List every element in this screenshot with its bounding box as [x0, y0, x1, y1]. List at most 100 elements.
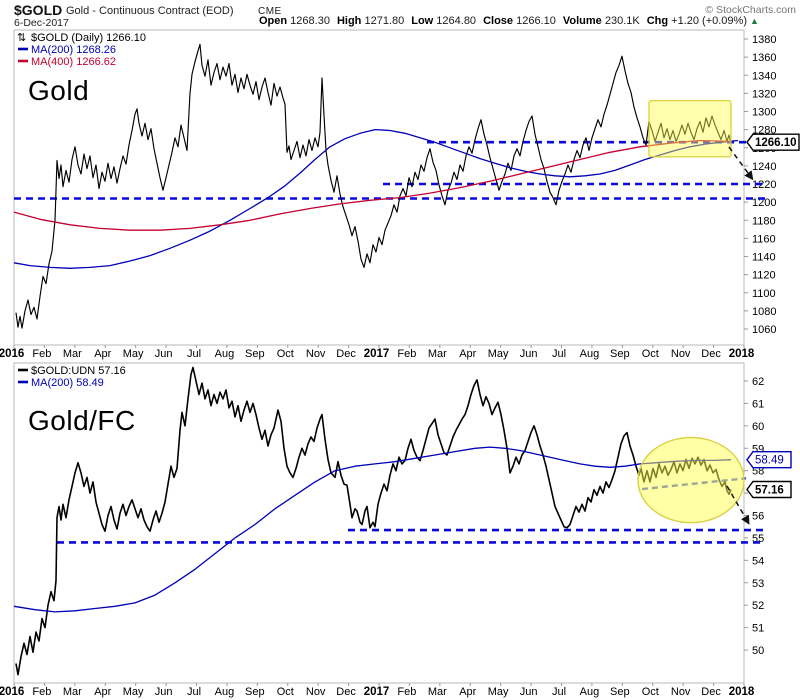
y-tick-label: 1160 — [752, 233, 776, 245]
projection-arrowhead-icon — [741, 514, 750, 525]
month-label: 2017 — [364, 686, 390, 698]
y-tick-label: 52 — [752, 600, 764, 612]
panel-title: Gold — [28, 75, 89, 106]
month-label: Jul — [552, 348, 566, 360]
y-tick-label: 54 — [752, 555, 764, 567]
month-label: Jun — [520, 686, 538, 698]
month-label: Nov — [671, 686, 691, 698]
quote-value: 1264.80 — [433, 15, 477, 27]
plot-frame — [13, 362, 745, 684]
quote-label: Volume — [562, 15, 602, 27]
y-tick-label: 62 — [752, 376, 764, 388]
y-tick-label: 1200 — [752, 197, 776, 209]
change-up-arrow-icon: ▲ — [749, 16, 759, 26]
chart-date: 6-Dec-2017 — [14, 17, 69, 29]
price-line — [15, 43, 732, 329]
projection-arrow-line — [726, 485, 746, 518]
month-label: Aug — [580, 348, 600, 360]
yellow-highlight-ellipse — [637, 436, 745, 524]
month-label: Jun — [155, 348, 173, 360]
month-label: Sep — [610, 348, 630, 360]
month-label: Jul — [187, 348, 201, 360]
projection-arrowhead-icon — [744, 170, 754, 181]
y-tick-label: 1140 — [752, 252, 776, 264]
month-label: Sep — [245, 348, 265, 360]
month-label: Nov — [306, 348, 326, 360]
legend-label: MA(200) 1268.26 — [31, 44, 116, 56]
month-label: Oct — [642, 686, 659, 698]
month-label: 2018 — [729, 686, 755, 698]
y-tick-label: 1340 — [752, 70, 776, 82]
quote-label: Close — [483, 15, 514, 27]
month-label: Feb — [397, 686, 416, 698]
y-tick-label: 56 — [752, 511, 764, 523]
y-tick-label: 61 — [752, 398, 764, 410]
month-label: Oct — [277, 686, 294, 698]
quote-label: High — [336, 15, 362, 27]
month-label: Feb — [32, 348, 51, 360]
y-tick-label: 58 — [752, 466, 764, 478]
month-label: Oct — [642, 348, 659, 360]
quote-value: 230.1K — [601, 15, 640, 27]
price-callout-label: 1266.10 — [755, 137, 797, 149]
updown-arrows-icon: ⇅ — [17, 32, 26, 44]
y-tick-label: 1240 — [752, 161, 776, 173]
y-tick-label: 1080 — [752, 306, 776, 318]
y-tick-label: 1060 — [752, 324, 776, 336]
quote-value: +1.20 (+0.09%) — [668, 15, 747, 27]
y-tick-label: 1100 — [752, 288, 776, 300]
ma200-line — [13, 446, 732, 613]
yellow-highlight-box — [648, 99, 732, 158]
price-callout — [746, 450, 792, 469]
quote-label: Low — [411, 15, 434, 27]
month-label: May — [123, 348, 144, 360]
y-tick-label: 1300 — [752, 107, 776, 119]
ma400-line — [13, 139, 732, 231]
month-label: Aug — [580, 686, 600, 698]
month-label: Jun — [155, 686, 173, 698]
month-label: Jun — [520, 348, 538, 360]
y-tick-label: 53 — [752, 578, 764, 590]
quote-label: Open — [259, 15, 288, 27]
price-callout-label: 58.49 — [755, 455, 784, 467]
ratio-line — [15, 366, 732, 676]
month-label: Apr — [94, 348, 111, 360]
month-label: Feb — [32, 686, 51, 698]
y-tick-label: 1120 — [752, 270, 776, 282]
gold-fc-panel: 505152535455565758596061622016FebMarAprM… — [0, 362, 792, 698]
price-callout-label: 57.16 — [755, 484, 784, 496]
legend-label: MA(200) 58.49 — [31, 377, 104, 389]
y-tick-label: 60 — [752, 421, 764, 433]
instrument-name: Gold - Continuous Contract (EOD) — [66, 5, 234, 17]
symbol-title: $GOLD — [14, 2, 63, 18]
month-label: May — [488, 686, 509, 698]
y-tick-label: 1320 — [752, 88, 776, 100]
quote-label: Chg — [646, 15, 669, 27]
month-label: Mar — [428, 348, 447, 360]
month-label: 2017 — [364, 348, 390, 360]
month-label: Oct — [277, 348, 294, 360]
y-tick-label: 50 — [752, 645, 764, 657]
month-label: Dec — [701, 348, 721, 360]
month-label: Apr — [459, 686, 476, 698]
y-tick-label: 1220 — [752, 179, 776, 191]
month-label: May — [123, 686, 144, 698]
month-label: May — [488, 348, 509, 360]
month-label: Apr — [459, 348, 476, 360]
month-label: Dec — [336, 348, 356, 360]
month-label: 2018 — [729, 348, 755, 360]
month-label: Sep — [610, 686, 630, 698]
y-tick-label: 1360 — [752, 52, 776, 64]
month-label: Nov — [671, 348, 691, 360]
quote-value: 1271.80 — [361, 15, 405, 27]
month-label: Mar — [428, 686, 447, 698]
month-label: Dec — [701, 686, 721, 698]
month-label: Jul — [552, 686, 566, 698]
panel-title: Gold/FC — [28, 405, 136, 436]
month-label: Apr — [94, 686, 111, 698]
exchange-label: CME — [258, 6, 282, 17]
price-callout — [746, 133, 800, 151]
quote-strip: Open 1268.30 High 1271.80 Low 1264.80 Close… — [252, 15, 759, 27]
